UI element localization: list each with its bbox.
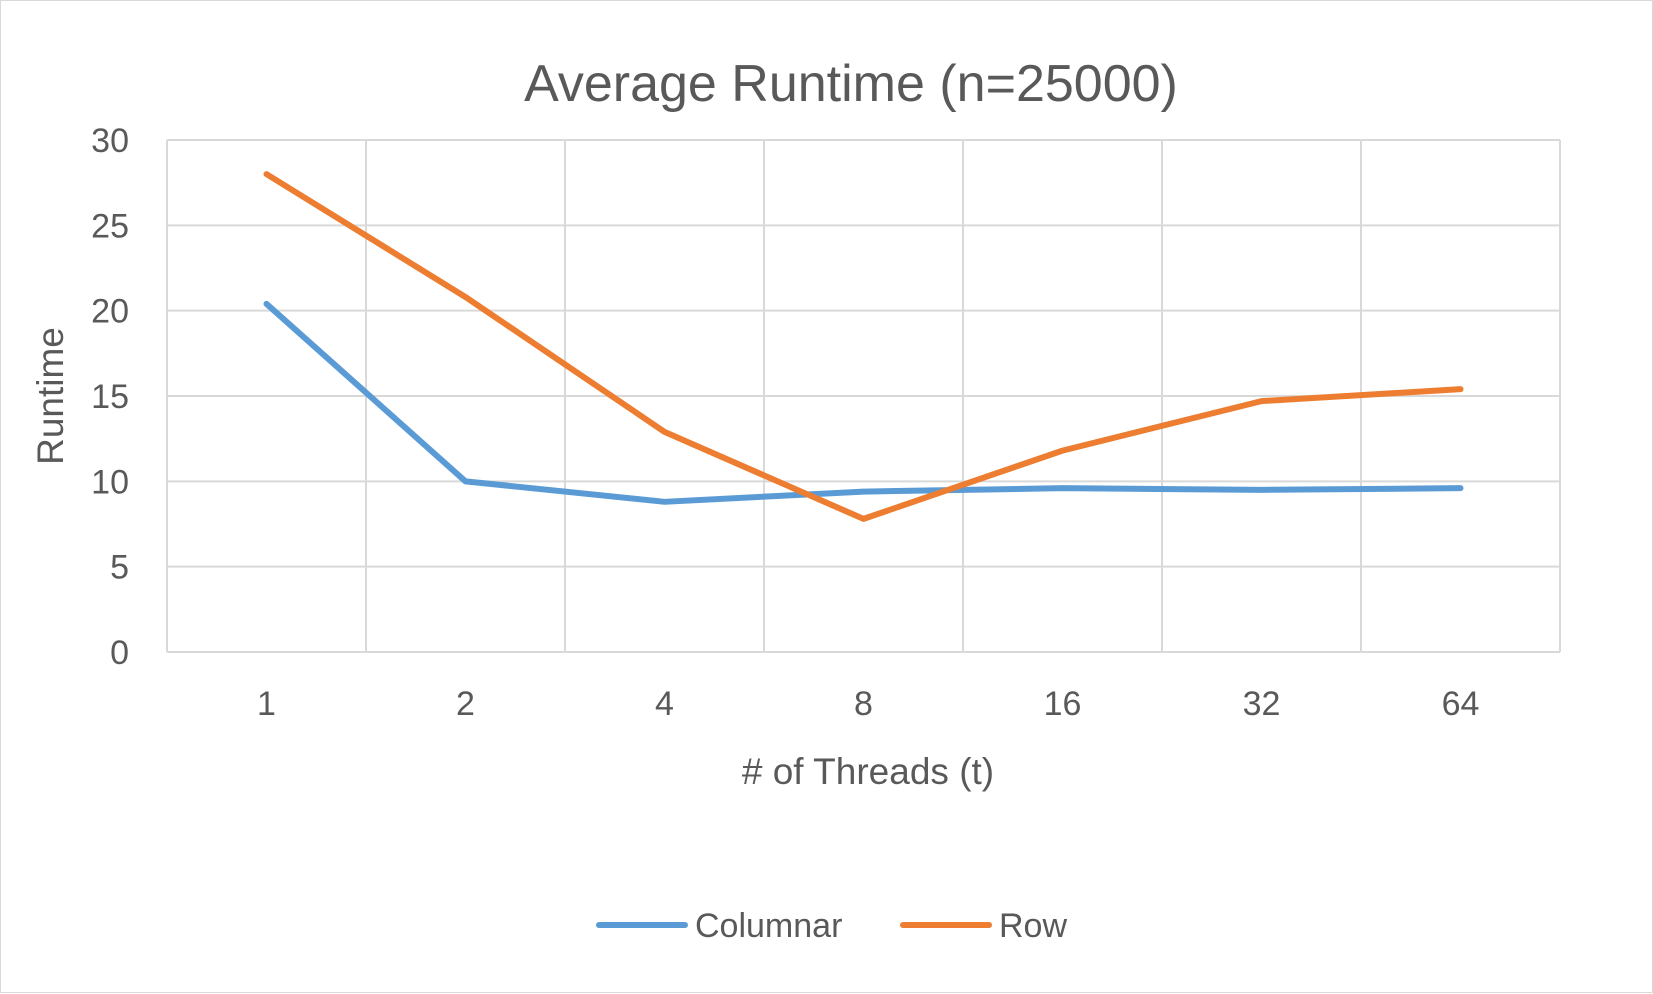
x-tick-label: 1 bbox=[257, 685, 276, 723]
x-tick-label: 16 bbox=[1044, 685, 1082, 723]
data-point-columnar bbox=[266, 303, 267, 305]
data-point-row bbox=[664, 431, 665, 433]
x-tick-label: 4 bbox=[655, 685, 674, 723]
data-point-columnar bbox=[664, 501, 665, 503]
legend-label: Columnar bbox=[695, 907, 842, 945]
data-point-columnar bbox=[1460, 487, 1461, 489]
y-axis-label: Runtime bbox=[30, 327, 71, 465]
data-point-columnar bbox=[863, 491, 864, 493]
data-point-row bbox=[1062, 450, 1063, 452]
data-point-row bbox=[1261, 400, 1262, 402]
data-point-row bbox=[266, 173, 267, 175]
x-tick-label: 8 bbox=[854, 685, 873, 723]
legend: Columnar Row bbox=[596, 907, 1067, 945]
x-axis-label: # of Threads (t) bbox=[742, 751, 994, 792]
y-tick-label: 10 bbox=[91, 463, 129, 501]
y-tick-label: 25 bbox=[91, 207, 129, 245]
y-tick-label: 0 bbox=[110, 634, 129, 672]
x-tick-label: 32 bbox=[1243, 685, 1281, 723]
data-point-columnar bbox=[1062, 487, 1063, 489]
x-tick-label: 2 bbox=[456, 685, 475, 723]
legend-item-row: Row bbox=[900, 907, 1067, 945]
data-point-row bbox=[465, 296, 466, 298]
data-point-row bbox=[863, 518, 864, 520]
y-axis-ticks: 0 5 10 15 20 25 30 bbox=[91, 122, 129, 672]
y-tick-label: 30 bbox=[91, 122, 129, 160]
series-lines bbox=[263, 171, 1464, 522]
legend-item-columnar: Columnar bbox=[596, 907, 842, 945]
data-point-columnar bbox=[1261, 489, 1262, 491]
y-tick-label: 15 bbox=[91, 378, 129, 416]
chart-title: Average Runtime (n=25000) bbox=[524, 55, 1178, 113]
data-point-columnar bbox=[465, 480, 466, 482]
x-tick-label: 64 bbox=[1442, 685, 1480, 723]
y-tick-label: 20 bbox=[91, 293, 129, 331]
legend-label: Row bbox=[999, 907, 1067, 945]
y-tick-label: 5 bbox=[110, 549, 129, 587]
data-point-row bbox=[1460, 388, 1461, 390]
x-axis-ticks: 1 2 4 8 16 32 64 bbox=[257, 685, 1479, 723]
